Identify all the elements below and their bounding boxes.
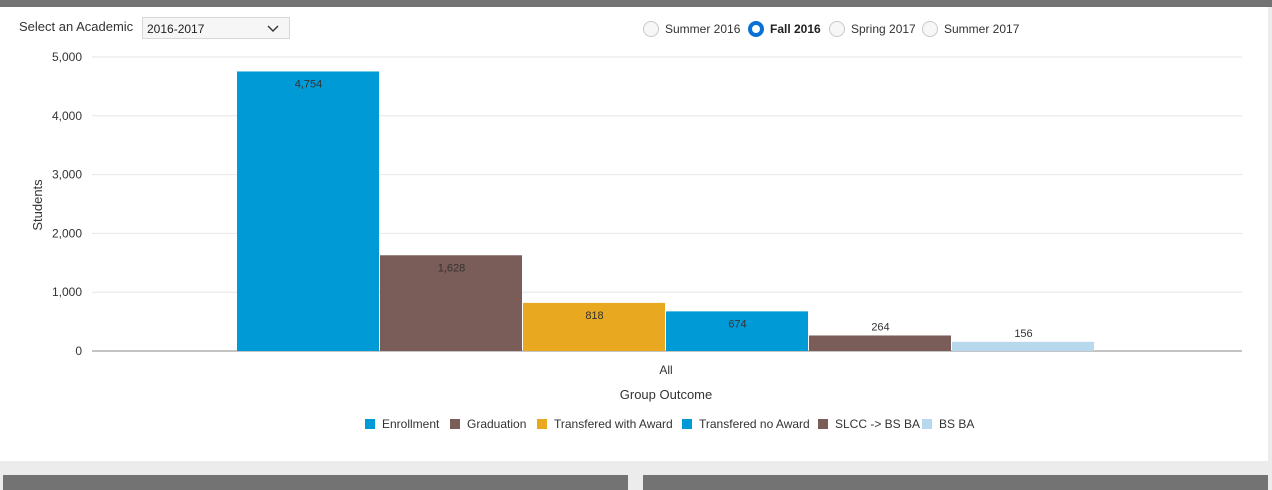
bottom-panel-right-header: [643, 475, 1268, 490]
radio-label: Fall 2016: [770, 22, 821, 36]
y-tick-label: 1,000: [52, 285, 82, 299]
bar-bs-ba: [952, 341, 1094, 351]
chevron-down-icon: [267, 25, 279, 32]
radio-fall-2016[interactable]: Fall 2016: [748, 20, 828, 38]
y-tick-label: 4,000: [52, 109, 82, 123]
legend-swatch: [365, 419, 375, 429]
radio-label: Summer 2017: [944, 22, 1020, 36]
data-label: 264: [871, 321, 889, 333]
radio-button-circle[interactable]: [748, 21, 764, 37]
legend-item-label: BS BA: [939, 417, 974, 431]
y-tick-label: 3,000: [52, 168, 82, 182]
data-label: 674: [728, 318, 746, 330]
legend-item-label: Transfered with Award: [554, 417, 673, 431]
data-label: 1,628: [438, 262, 466, 274]
radio-summer-2016[interactable]: Summer 2016: [643, 20, 743, 38]
data-label: 4,754: [295, 78, 323, 90]
bar-transfered-with-award: [523, 302, 665, 351]
data-label: 156: [1014, 328, 1032, 340]
academic-year-select[interactable]: 2016-2017: [142, 17, 290, 39]
bottom-panel-left-header: [3, 475, 628, 490]
academic-year-label: Select an Academic: [19, 19, 134, 34]
bar-enrollment: [237, 71, 379, 352]
radio-summer-2017[interactable]: Summer 2017: [922, 20, 1022, 38]
legend-swatch: [922, 419, 932, 429]
radio-label: Spring 2017: [851, 22, 916, 36]
chart-panel: [0, 7, 1268, 461]
bar-transfered-no-award: [666, 311, 808, 351]
legend-swatch: [450, 419, 460, 429]
data-label: 818: [585, 310, 603, 322]
top-divider-bar: [0, 0, 1272, 7]
bar-slcc-bs-ba: [809, 335, 951, 351]
y-tick-label: 0: [75, 344, 82, 358]
legend-swatch: [818, 419, 828, 429]
radio-button-circle[interactable]: [829, 21, 845, 37]
academic-year-value: 2016-2017: [147, 22, 205, 36]
legend-item-label: Graduation: [467, 417, 526, 431]
x-tick-label: All: [659, 363, 672, 377]
legend-item-label: Transfered no Award: [699, 417, 810, 431]
legend-swatch: [682, 419, 692, 429]
y-tick-label: 2,000: [52, 226, 82, 240]
radio-button-circle[interactable]: [643, 21, 659, 37]
radio-label: Summer 2016: [665, 22, 741, 36]
legend-item-label: SLCC -> BS BA: [835, 417, 920, 431]
y-axis-title: Students: [30, 179, 45, 231]
bar-graduation: [380, 255, 522, 351]
bar-chart: 0 1,000 2,000 3,000 4,000 5,000 4,754 1,628 818 6…: [30, 50, 1242, 431]
legend-item-label: Enrollment: [382, 417, 440, 431]
x-axis-title: Group Outcome: [620, 387, 713, 402]
legend-swatch: [537, 419, 547, 429]
y-tick-label: 5,000: [52, 50, 82, 64]
radio-button-circle[interactable]: [922, 21, 938, 37]
radio-spring-2017[interactable]: Spring 2017: [829, 20, 919, 38]
